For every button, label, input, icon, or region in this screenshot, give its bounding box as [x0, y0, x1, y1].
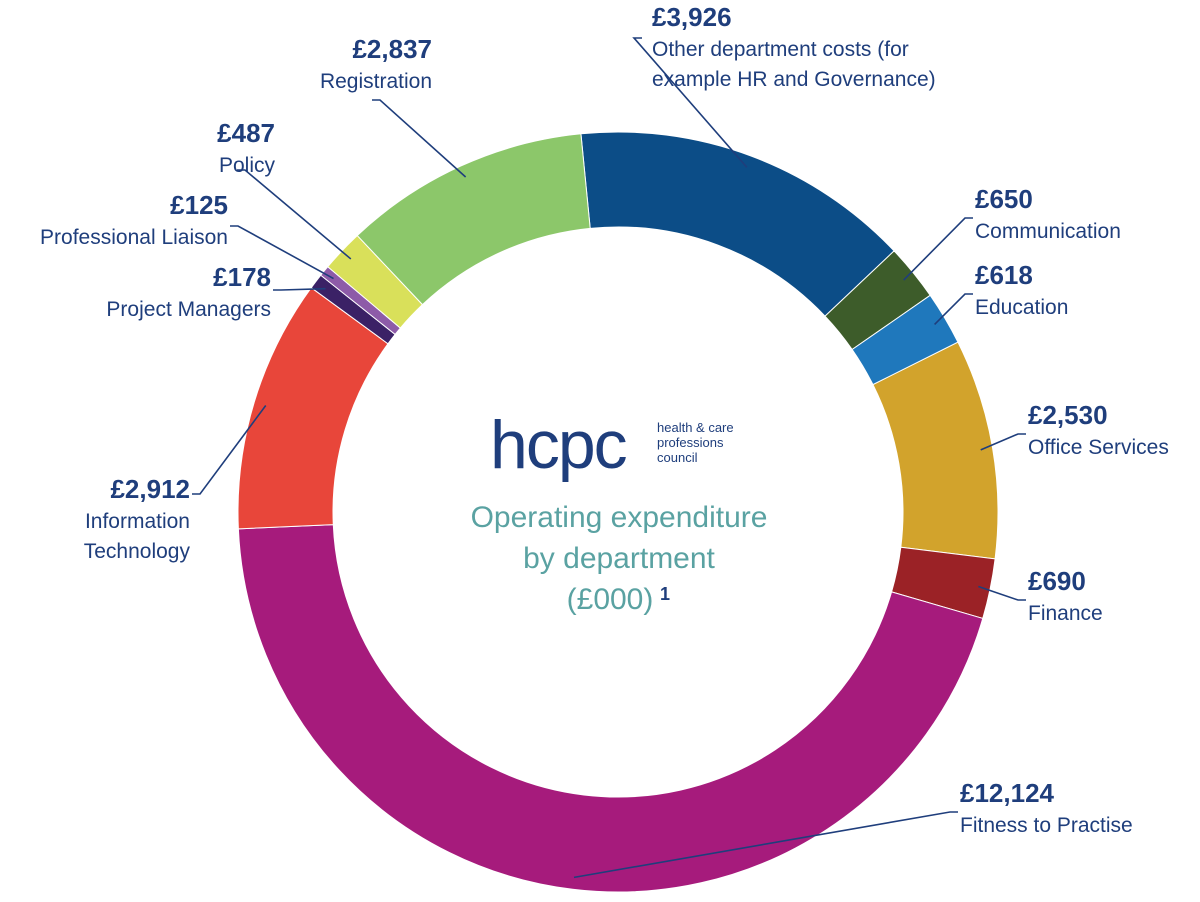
leader-line — [980, 433, 1026, 451]
leader-line — [273, 287, 326, 291]
center-title-line-3: (£000) — [567, 583, 654, 616]
logo-wordmark: hcpc — [490, 407, 627, 483]
leader-line — [192, 405, 267, 495]
slice-other-department-costs-for-example-hr-and-governance — [580, 131, 895, 317]
slice-value-label: £2,837 — [352, 34, 432, 64]
slice-value-label: £3,926 — [652, 2, 732, 32]
slice-category-label: Communication — [975, 220, 1121, 243]
leader-line — [237, 169, 352, 260]
slice-category-label: Professional Liaison — [40, 226, 228, 249]
slice-category-label: Other department costs (for — [652, 38, 909, 61]
slice-value-label: £690 — [1028, 566, 1086, 596]
logo-subtitle-line-2: professions — [657, 435, 724, 450]
leader-line — [632, 37, 748, 168]
slice-registration — [356, 133, 591, 306]
slice-category-label: Policy — [219, 154, 276, 177]
donut-slices — [237, 131, 999, 893]
leader-lines — [192, 37, 1026, 879]
slice-category-label: Education — [975, 296, 1068, 319]
leader-line — [372, 99, 467, 178]
hcpc-logo: hcpc health & care professions council — [490, 407, 734, 483]
slice-category-label: example HR and Governance) — [652, 68, 936, 91]
slice-value-label: £487 — [217, 118, 275, 148]
center-footnote-marker: 1 — [660, 584, 670, 604]
slice-value-label: £618 — [975, 260, 1033, 290]
slice-category-label: Office Services — [1028, 436, 1169, 459]
slice-fitness-to-practise — [237, 524, 984, 893]
slice-category-label: Project Managers — [106, 298, 271, 321]
center-title: Operating expenditure by department (£00… — [471, 501, 768, 616]
center-title-line-1: Operating expenditure — [471, 501, 768, 534]
slice-value-label: £178 — [213, 262, 271, 292]
slice-category-label: Information — [85, 510, 190, 533]
slice-value-label: £2,530 — [1028, 400, 1108, 430]
slice-category-label: Registration — [320, 70, 432, 93]
leader-line — [573, 811, 958, 879]
leader-line — [903, 217, 973, 281]
slice-value-label: £12,124 — [960, 778, 1055, 808]
leader-line — [978, 585, 1026, 601]
slice-value-label: £125 — [170, 190, 228, 220]
logo-subtitle-line-1: health & care — [657, 420, 734, 435]
slice-labels: £3,926 Other department costs (for example… — [40, 2, 1169, 837]
slice-value-label: £650 — [975, 184, 1033, 214]
center-title-line-2: by department — [523, 542, 715, 575]
logo-subtitle-line-3: council — [657, 450, 698, 465]
slice-category-label: Finance — [1028, 602, 1103, 625]
slice-value-label: £2,912 — [110, 474, 190, 504]
leader-line — [934, 293, 973, 325]
leader-line — [230, 225, 334, 280]
slice-category-label: Fitness to Practise — [960, 814, 1133, 837]
slice-category-label: Technology — [84, 540, 191, 563]
